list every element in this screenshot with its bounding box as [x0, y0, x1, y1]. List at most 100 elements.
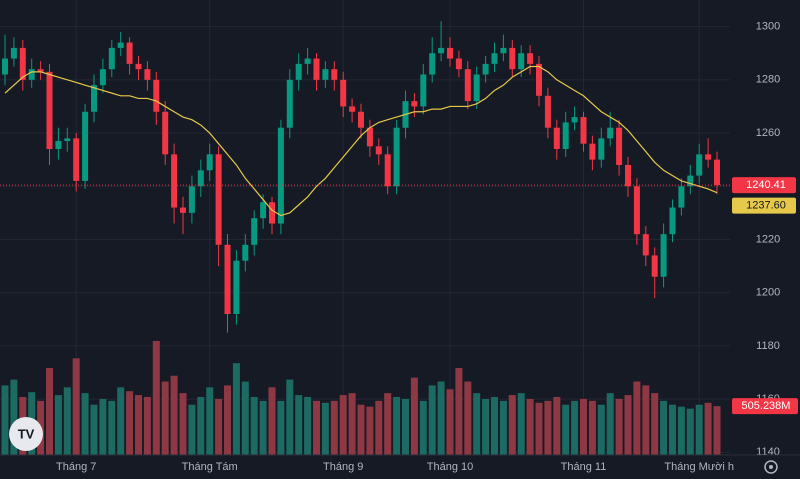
volume-bar	[499, 400, 507, 455]
candle-body	[491, 53, 498, 64]
y-tick-label: 1300	[756, 21, 780, 33]
volume-bar	[491, 397, 498, 455]
volume-bar	[321, 402, 329, 455]
volume-bar	[677, 406, 685, 455]
ma-label: 1237.60	[746, 200, 786, 212]
volume-bar	[651, 393, 659, 455]
volume-bar	[580, 398, 587, 455]
volume-bar	[446, 389, 454, 455]
volume-bar	[366, 406, 374, 455]
volume-bar	[81, 393, 89, 455]
volume-bar	[464, 381, 472, 455]
candle-body	[544, 95, 551, 128]
volume-bar	[615, 398, 623, 455]
volume-label: 505.238M	[742, 400, 791, 412]
candle-body	[500, 47, 507, 54]
volume-bar	[562, 404, 570, 455]
volume-bar	[179, 393, 187, 455]
volume-bar	[152, 340, 160, 455]
candle-body	[55, 141, 62, 150]
volume-bar	[660, 400, 668, 455]
candle-body	[224, 244, 231, 314]
candle-body	[117, 42, 124, 48]
volume-bar	[348, 393, 356, 455]
candle-body	[171, 154, 178, 208]
candle-body	[455, 58, 462, 70]
volume-bar	[10, 379, 18, 455]
candle-body	[696, 154, 703, 176]
candle-body	[260, 202, 267, 219]
volume-bar	[188, 404, 196, 455]
volume-bar	[704, 402, 712, 455]
volume-bar	[517, 393, 525, 455]
candle-body	[108, 47, 115, 70]
candle-body	[464, 69, 471, 102]
candle-body	[553, 127, 560, 150]
volume-bar	[553, 397, 561, 455]
volume-bar	[597, 404, 605, 455]
volume-bar	[232, 363, 240, 455]
candle-body	[10, 47, 17, 59]
volume-bar	[63, 387, 71, 455]
last-price-label: 1240.41	[746, 179, 786, 191]
volume-bar	[295, 395, 303, 455]
candle-body	[277, 127, 284, 224]
volume-bar	[437, 381, 445, 455]
volume-bar	[1, 385, 9, 455]
svg-text:TV: TV	[18, 426, 35, 441]
volume-bar	[304, 397, 312, 455]
volume-bar	[161, 381, 169, 455]
candle-body	[642, 234, 649, 256]
volume-tag	[732, 398, 798, 415]
volume-bar	[268, 387, 276, 455]
y-tick-label: 1220	[756, 233, 780, 245]
settings-icon[interactable]	[764, 460, 778, 474]
volume-bar	[143, 397, 151, 455]
volume-bar	[393, 397, 401, 455]
candle-body	[536, 63, 542, 96]
candle-body	[375, 146, 382, 155]
volume-bar	[713, 406, 721, 455]
x-tick-label: Tháng 10	[427, 461, 473, 473]
candle-body	[598, 138, 605, 160]
moving-average	[4, 65, 718, 217]
candle-body	[313, 58, 320, 80]
volume-bar	[170, 375, 178, 455]
volume-bar	[588, 400, 596, 455]
volume-bar	[624, 395, 632, 455]
candle-body	[322, 69, 329, 80]
candle-body	[660, 234, 667, 277]
candle-body	[384, 154, 391, 187]
candle-body	[633, 186, 640, 235]
ma-tag	[732, 197, 796, 214]
volume-bar	[206, 387, 214, 455]
volume-bar	[428, 385, 436, 455]
candle-body	[162, 111, 169, 155]
volume-bar	[544, 400, 552, 455]
tv-logo: TV	[9, 417, 43, 451]
candle-body	[37, 69, 44, 72]
candle-body	[580, 117, 587, 144]
volume-bar	[215, 398, 223, 455]
candle-body	[153, 79, 160, 112]
candle-body	[135, 63, 142, 70]
candle-body	[91, 85, 97, 112]
candle-body	[678, 186, 685, 208]
last-price-tag	[732, 177, 796, 194]
volume-bar	[419, 400, 427, 455]
y-tick-label: 1180	[756, 340, 780, 352]
volume-bar	[686, 408, 694, 455]
candle-body	[188, 186, 195, 213]
candle-body	[420, 74, 427, 107]
y-tick-label: 1200	[756, 287, 780, 299]
candle-body	[669, 207, 676, 235]
volume-bar	[695, 404, 703, 455]
volume-bar	[482, 398, 490, 455]
x-tick-label: Tháng 11	[561, 461, 607, 473]
volume-bar	[455, 368, 463, 455]
candle-body	[518, 53, 525, 70]
candle-body	[251, 218, 258, 245]
volume-bar	[250, 397, 258, 455]
